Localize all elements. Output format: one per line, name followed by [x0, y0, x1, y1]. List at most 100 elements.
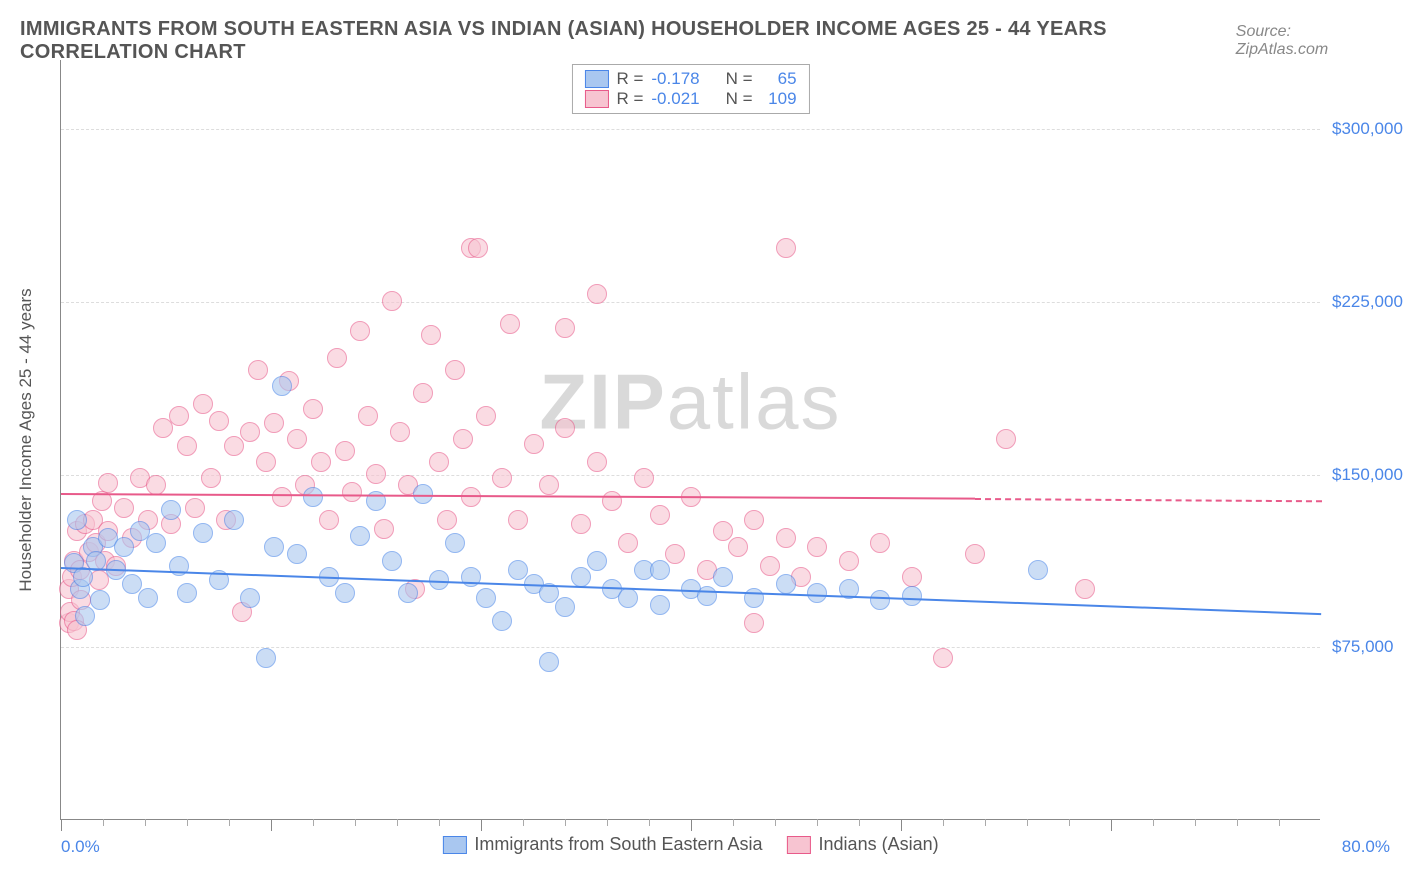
x-tick-minor	[1153, 819, 1154, 826]
legend-series-item: Immigrants from South Eastern Asia	[442, 834, 762, 855]
scatter-point-pink	[248, 360, 268, 380]
x-tick-minor	[1195, 819, 1196, 826]
scatter-point-blue	[744, 588, 764, 608]
scatter-point-blue	[224, 510, 244, 530]
scatter-point-pink	[713, 521, 733, 541]
x-tick-minor	[1069, 819, 1070, 826]
scatter-point-pink	[193, 394, 213, 414]
x-tick-minor	[775, 819, 776, 826]
scatter-point-blue	[492, 611, 512, 631]
x-tick-minor	[607, 819, 608, 826]
scatter-point-blue	[776, 574, 796, 594]
scatter-point-pink	[303, 399, 323, 419]
scatter-point-pink	[374, 519, 394, 539]
legend-series-label: Immigrants from South Eastern Asia	[474, 834, 762, 855]
scatter-point-pink	[468, 238, 488, 258]
scatter-point-blue	[539, 652, 559, 672]
x-axis-max-label: 80.0%	[1342, 837, 1390, 857]
scatter-point-pink	[555, 418, 575, 438]
x-tick-minor	[397, 819, 398, 826]
scatter-point-blue	[272, 376, 292, 396]
scatter-point-blue	[650, 560, 670, 580]
scatter-point-blue	[398, 583, 418, 603]
x-tick-minor	[145, 819, 146, 826]
scatter-point-pink	[256, 452, 276, 472]
legend-series: Immigrants from South Eastern AsiaIndian…	[442, 834, 938, 855]
scatter-point-pink	[902, 567, 922, 587]
scatter-point-pink	[366, 464, 386, 484]
scatter-point-pink	[728, 537, 748, 557]
scatter-point-pink	[508, 510, 528, 530]
scatter-point-pink	[169, 406, 189, 426]
scatter-point-blue	[335, 583, 355, 603]
y-gridline	[61, 129, 1320, 130]
scatter-point-pink	[539, 475, 559, 495]
scatter-point-blue	[73, 567, 93, 587]
x-tick-minor	[565, 819, 566, 826]
scatter-point-pink	[453, 429, 473, 449]
scatter-point-pink	[634, 468, 654, 488]
scatter-point-pink	[587, 452, 607, 472]
scatter-point-pink	[555, 318, 575, 338]
scatter-point-pink	[429, 452, 449, 472]
scatter-point-blue	[587, 551, 607, 571]
scatter-point-pink	[602, 491, 622, 511]
source-attribution: Source: ZipAtlas.com	[1236, 23, 1376, 59]
scatter-point-blue	[146, 533, 166, 553]
scatter-point-pink	[358, 406, 378, 426]
scatter-point-pink	[382, 291, 402, 311]
x-tick-minor	[313, 819, 314, 826]
scatter-point-pink	[264, 413, 284, 433]
scatter-point-blue	[571, 567, 591, 587]
scatter-point-pink	[327, 348, 347, 368]
r-value: -0.178	[651, 69, 699, 89]
legend-swatch	[442, 836, 466, 854]
watermark: ZIPatlas	[539, 356, 841, 447]
scatter-point-pink	[744, 510, 764, 530]
scatter-point-pink	[650, 505, 670, 525]
scatter-point-pink	[185, 498, 205, 518]
scatter-point-pink	[98, 473, 118, 493]
scatter-point-pink	[272, 487, 292, 507]
scatter-point-pink	[240, 422, 260, 442]
scatter-point-blue	[476, 588, 496, 608]
scatter-point-pink	[744, 613, 764, 633]
scatter-point-pink	[665, 544, 685, 564]
r-value: -0.021	[651, 89, 699, 109]
scatter-point-blue	[114, 537, 134, 557]
x-tick-major	[691, 819, 692, 831]
chart-title: IMMIGRANTS FROM SOUTH EASTERN ASIA VS IN…	[20, 18, 1236, 64]
scatter-point-pink	[965, 544, 985, 564]
scatter-point-pink	[390, 422, 410, 442]
scatter-point-blue	[902, 586, 922, 606]
scatter-point-blue	[90, 590, 110, 610]
x-tick-major	[271, 819, 272, 831]
scatter-point-pink	[146, 475, 166, 495]
x-tick-minor	[1027, 819, 1028, 826]
y-tick-label: $225,000	[1332, 292, 1403, 312]
x-tick-minor	[355, 819, 356, 826]
n-label: N =	[726, 89, 753, 109]
x-tick-major	[481, 819, 482, 831]
scatter-point-blue	[287, 544, 307, 564]
scatter-point-pink	[319, 510, 339, 530]
scatter-point-pink	[201, 468, 221, 488]
scatter-point-pink	[492, 468, 512, 488]
scatter-point-pink	[114, 498, 134, 518]
legend-stats-row: R =-0.178N =65	[584, 69, 796, 89]
scatter-point-pink	[776, 528, 796, 548]
scatter-point-blue	[177, 583, 197, 603]
scatter-point-pink	[445, 360, 465, 380]
scatter-point-pink	[476, 406, 496, 426]
scatter-point-blue	[382, 551, 402, 571]
scatter-point-pink	[618, 533, 638, 553]
scatter-point-pink	[342, 482, 362, 502]
n-label: N =	[726, 69, 753, 89]
scatter-point-blue	[713, 567, 733, 587]
n-value: 109	[761, 89, 797, 109]
scatter-point-blue	[303, 487, 323, 507]
scatter-point-pink	[209, 411, 229, 431]
x-tick-major	[61, 819, 62, 831]
legend-stats: R =-0.178N =65R =-0.021N =109	[571, 64, 809, 114]
x-tick-minor	[439, 819, 440, 826]
